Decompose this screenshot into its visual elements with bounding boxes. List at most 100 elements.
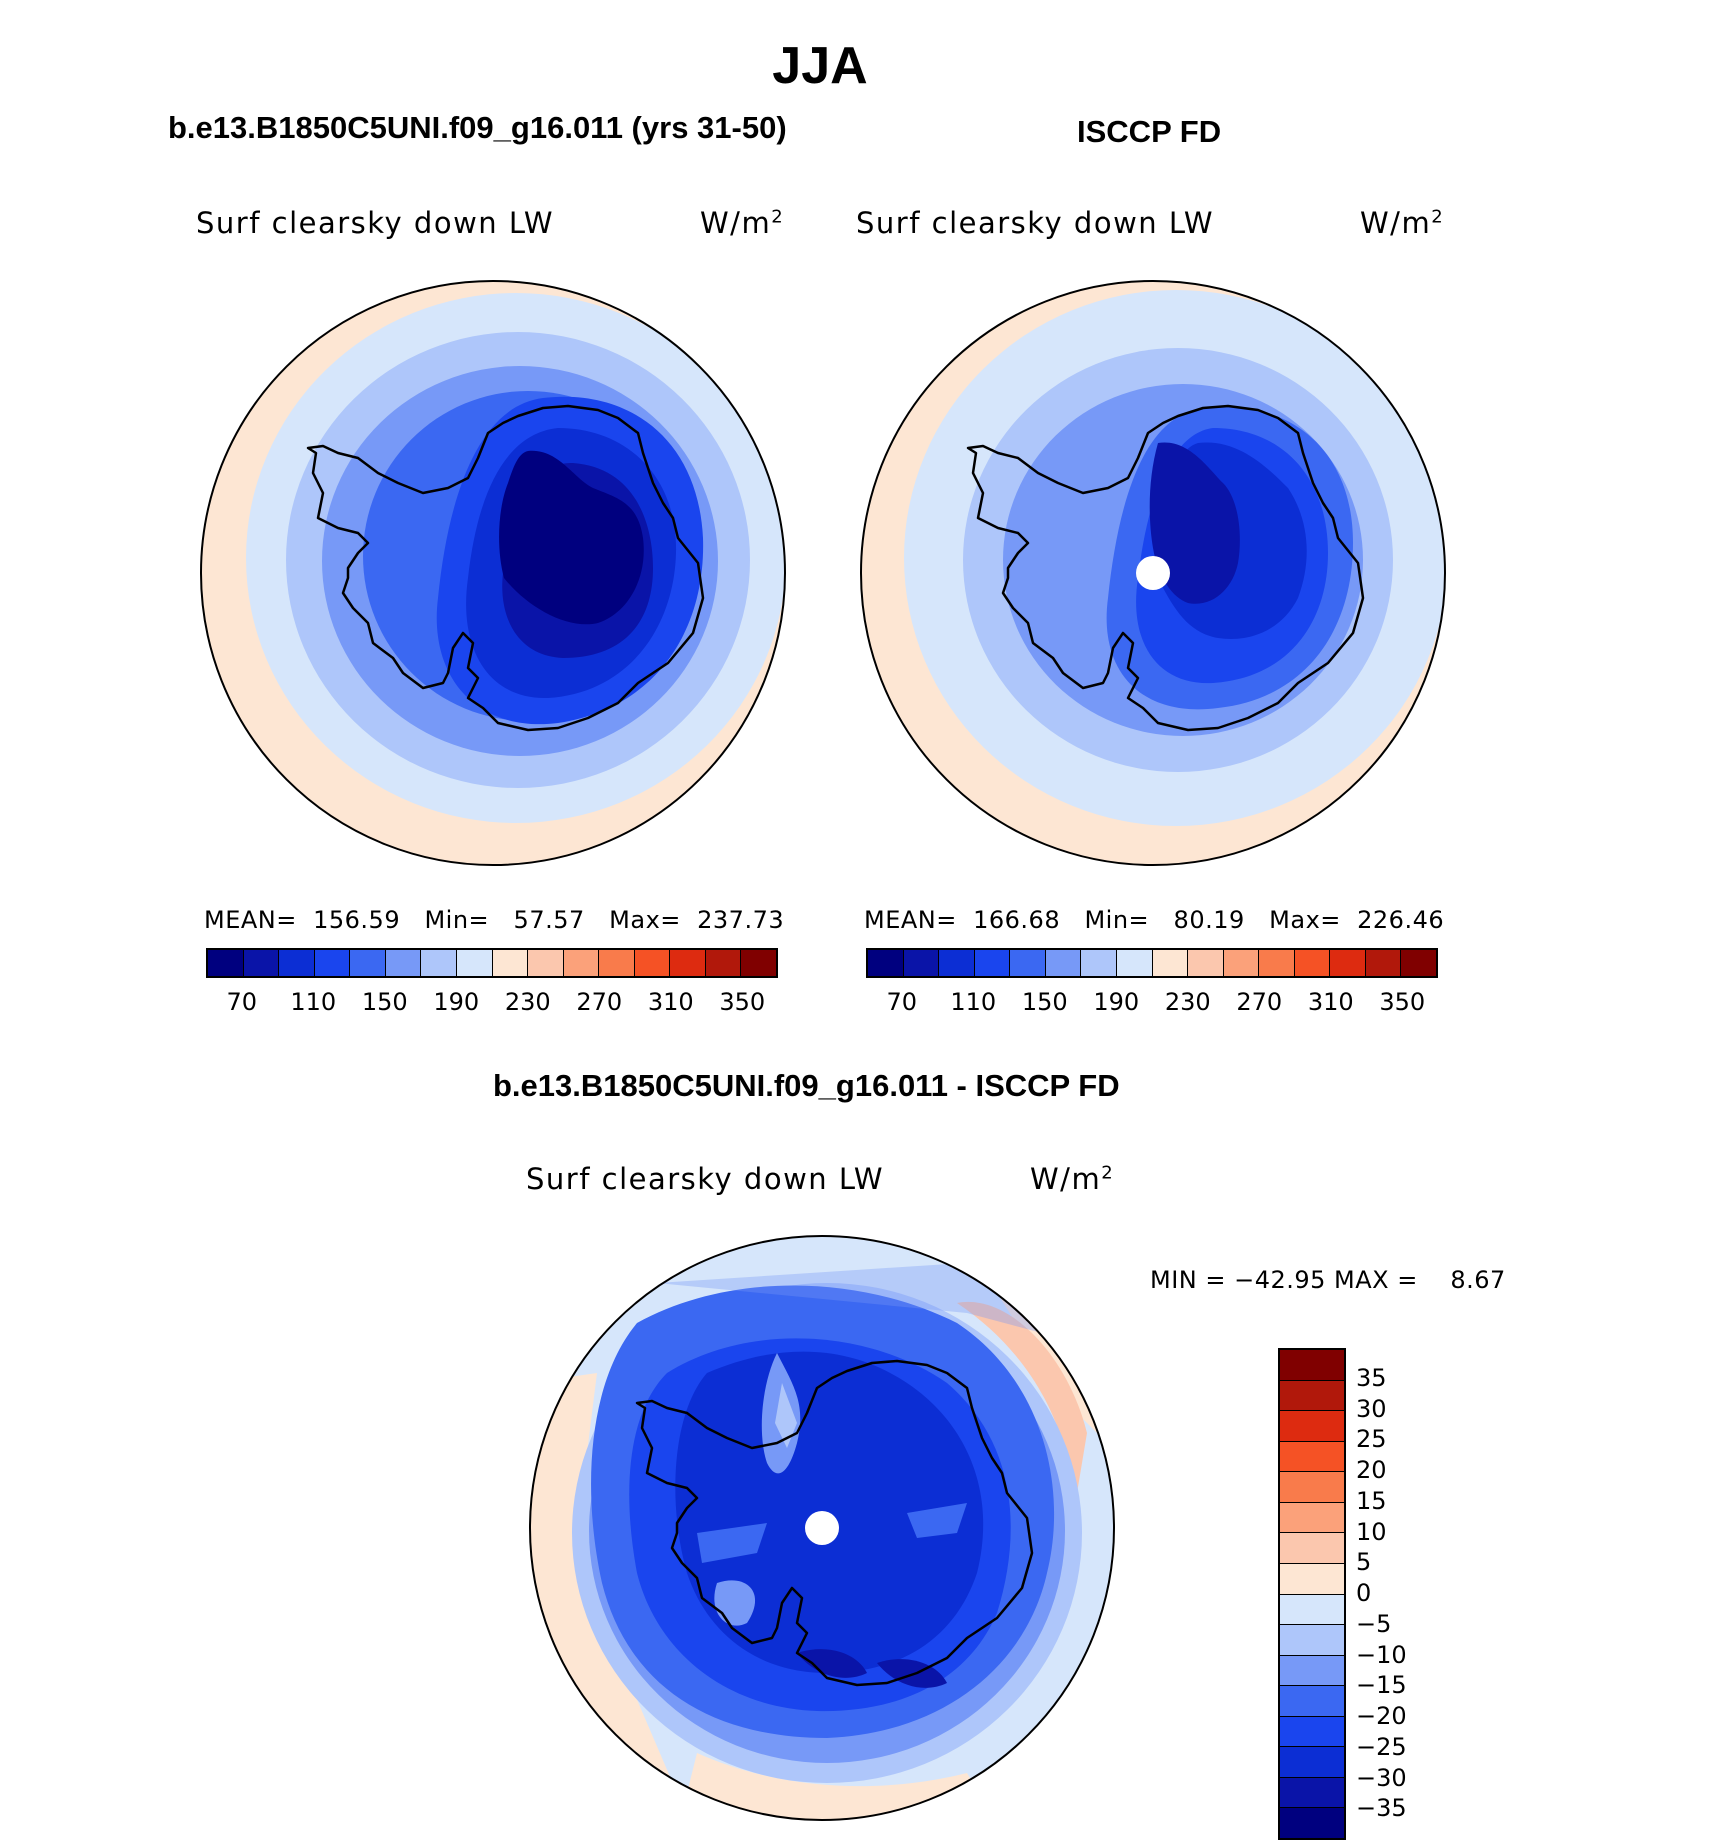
diff-colorbar-swatch bbox=[1280, 1350, 1344, 1381]
obs-colorbar-swatch bbox=[1116, 950, 1153, 976]
model-colorbar-swatch bbox=[350, 950, 386, 976]
diff-colorbar-ticks: 35 30 25 20 15 10 5 0 −5 −10 −15 −20 −25 −30 −35 bbox=[1356, 1348, 1456, 1840]
diff-colorbar bbox=[1278, 1348, 1346, 1840]
diff-colorbar-swatch bbox=[1280, 1502, 1344, 1534]
diff-colorbar-tick-label: −25 bbox=[1356, 1732, 1407, 1761]
diff-colorbar-swatch bbox=[1280, 1563, 1344, 1595]
obs-colorbar-swatch bbox=[903, 950, 940, 976]
diff-colorbar-tick-label: −15 bbox=[1356, 1671, 1407, 1700]
obs-colorbar-swatch bbox=[868, 950, 904, 976]
diff-unit-label: W/m2 bbox=[1030, 1162, 1115, 1196]
diff-colorbar-swatch bbox=[1280, 1808, 1344, 1838]
obs-colorbar-tick-label: 150 bbox=[1021, 988, 1068, 1016]
model-polar-map bbox=[200, 280, 786, 866]
model-colorbar-swatch bbox=[208, 950, 244, 976]
diff-stats: MIN = −42.95 MAX = 8.67 bbox=[1150, 1266, 1506, 1294]
diff-colorbar-swatch bbox=[1280, 1594, 1344, 1626]
obs-colorbar-swatch bbox=[1152, 950, 1189, 976]
obs-colorbar-swatch bbox=[974, 950, 1011, 976]
obs-stats: MEAN= 166.68 Min= 80.19 Max= 226.46 bbox=[864, 906, 1445, 934]
diff-panel-title: b.e13.B1850C5UNI.f09_g16.011 - ISCCP FD bbox=[493, 1068, 1120, 1103]
obs-colorbar-swatch bbox=[1188, 950, 1224, 976]
model-colorbar-swatch bbox=[421, 950, 457, 976]
obs-colorbar-swatch bbox=[1081, 950, 1117, 976]
pole-hole bbox=[805, 1511, 839, 1545]
diff-colorbar-tick-label: 25 bbox=[1356, 1425, 1387, 1454]
model-colorbar-swatch bbox=[670, 950, 706, 976]
diff-colorbar-swatch bbox=[1280, 1441, 1344, 1473]
diff-variable-label: Surf clearsky down LW bbox=[526, 1162, 885, 1196]
pole-hole bbox=[1136, 556, 1170, 590]
model-stats: MEAN= 156.59 Min= 57.57 Max= 237.73 bbox=[204, 906, 785, 934]
model-colorbar-swatch bbox=[492, 950, 529, 976]
diff-colorbar-tick-label: −10 bbox=[1356, 1640, 1407, 1669]
obs-colorbar-swatch bbox=[1045, 950, 1082, 976]
model-colorbar-swatch bbox=[634, 950, 671, 976]
diff-colorbar-tick-label: −35 bbox=[1356, 1794, 1407, 1823]
diff-colorbar-tick-label: −5 bbox=[1356, 1609, 1392, 1638]
obs-panel-title: ISCCP FD bbox=[1077, 114, 1222, 149]
diff-colorbar-tick-label: −20 bbox=[1356, 1702, 1407, 1730]
model-colorbar-swatch bbox=[243, 950, 280, 976]
obs-colorbar-tick-label: 110 bbox=[950, 988, 997, 1016]
diff-colorbar-tick-label: 10 bbox=[1356, 1517, 1387, 1546]
model-colorbar-swatch bbox=[385, 950, 422, 976]
model-colorbar-tick-label: 310 bbox=[647, 988, 694, 1016]
obs-colorbar-tick-label: 350 bbox=[1379, 988, 1426, 1016]
model-colorbar-tick-label: 70 bbox=[226, 988, 258, 1016]
model-colorbar-ticks: 70 110 150 190 230 270 310 350 bbox=[206, 988, 778, 1018]
obs-colorbar-swatch bbox=[1365, 950, 1402, 976]
page-title: JJA bbox=[772, 37, 868, 95]
model-variable-label: Surf clearsky down LW bbox=[196, 206, 555, 240]
model-colorbar-tick-label: 350 bbox=[719, 988, 766, 1016]
diff-colorbar-swatch bbox=[1280, 1686, 1344, 1717]
obs-polar-map bbox=[860, 280, 1446, 866]
diff-colorbar-swatch bbox=[1280, 1411, 1344, 1442]
model-colorbar-swatch bbox=[279, 950, 315, 976]
diff-colorbar-swatch bbox=[1280, 1380, 1344, 1412]
diff-colorbar-swatch bbox=[1280, 1777, 1344, 1809]
diff-colorbar-tick-label: 15 bbox=[1356, 1486, 1387, 1515]
model-panel-title: b.e13.B1850C5UNI.f09_g16.011 (yrs 31-50) bbox=[168, 110, 787, 145]
model-colorbar-tick-label: 230 bbox=[504, 988, 551, 1016]
model-colorbar-swatch bbox=[314, 950, 351, 976]
diff-colorbar-swatch bbox=[1280, 1533, 1344, 1564]
model-colorbar-swatch bbox=[528, 950, 564, 976]
obs-unit-label: W/m2 bbox=[1360, 206, 1445, 240]
obs-colorbar-swatch bbox=[1010, 950, 1046, 976]
obs-colorbar-swatch bbox=[1259, 950, 1295, 976]
obs-variable-label: Surf clearsky down LW bbox=[856, 206, 1215, 240]
diff-colorbar-swatch bbox=[1280, 1716, 1344, 1748]
obs-colorbar-tick-label: 70 bbox=[886, 988, 918, 1016]
diff-colorbar-tick-label: 20 bbox=[1356, 1456, 1387, 1484]
diff-colorbar-tick-label: 35 bbox=[1356, 1363, 1387, 1392]
model-unit-label: W/m2 bbox=[700, 206, 785, 240]
model-colorbar-swatch bbox=[705, 950, 742, 976]
model-colorbar-swatch bbox=[741, 950, 776, 976]
model-colorbar-tick-label: 270 bbox=[576, 988, 623, 1016]
obs-colorbar-swatch bbox=[1330, 950, 1366, 976]
obs-colorbar-tick-label: 230 bbox=[1164, 988, 1211, 1016]
diff-colorbar-swatch bbox=[1280, 1625, 1344, 1656]
model-colorbar bbox=[206, 948, 778, 978]
model-colorbar-swatch bbox=[599, 950, 635, 976]
diff-colorbar-tick-label: −30 bbox=[1356, 1763, 1407, 1792]
obs-colorbar-tick-label: 270 bbox=[1236, 988, 1283, 1016]
obs-colorbar-tick-label: 190 bbox=[1093, 988, 1140, 1016]
model-colorbar-tick-label: 150 bbox=[361, 988, 408, 1016]
diff-colorbar-swatch bbox=[1280, 1472, 1344, 1503]
obs-colorbar-swatch bbox=[1294, 950, 1331, 976]
model-colorbar-swatch bbox=[563, 950, 600, 976]
model-colorbar-swatch bbox=[456, 950, 493, 976]
obs-colorbar bbox=[866, 948, 1438, 978]
diff-colorbar-tick-label: 5 bbox=[1356, 1548, 1372, 1577]
diff-colorbar-swatch bbox=[1280, 1655, 1344, 1687]
obs-colorbar-swatch bbox=[1223, 950, 1260, 976]
obs-colorbar-tick-label: 310 bbox=[1307, 988, 1354, 1016]
model-colorbar-tick-label: 190 bbox=[433, 988, 480, 1016]
diff-colorbar-tick-label: 0 bbox=[1356, 1579, 1372, 1607]
model-colorbar-tick-label: 110 bbox=[290, 988, 337, 1016]
obs-colorbar-ticks: 70 110 150 190 230 270 310 350 bbox=[866, 988, 1438, 1018]
diff-polar-map bbox=[529, 1235, 1115, 1821]
obs-colorbar-swatch bbox=[939, 950, 975, 976]
